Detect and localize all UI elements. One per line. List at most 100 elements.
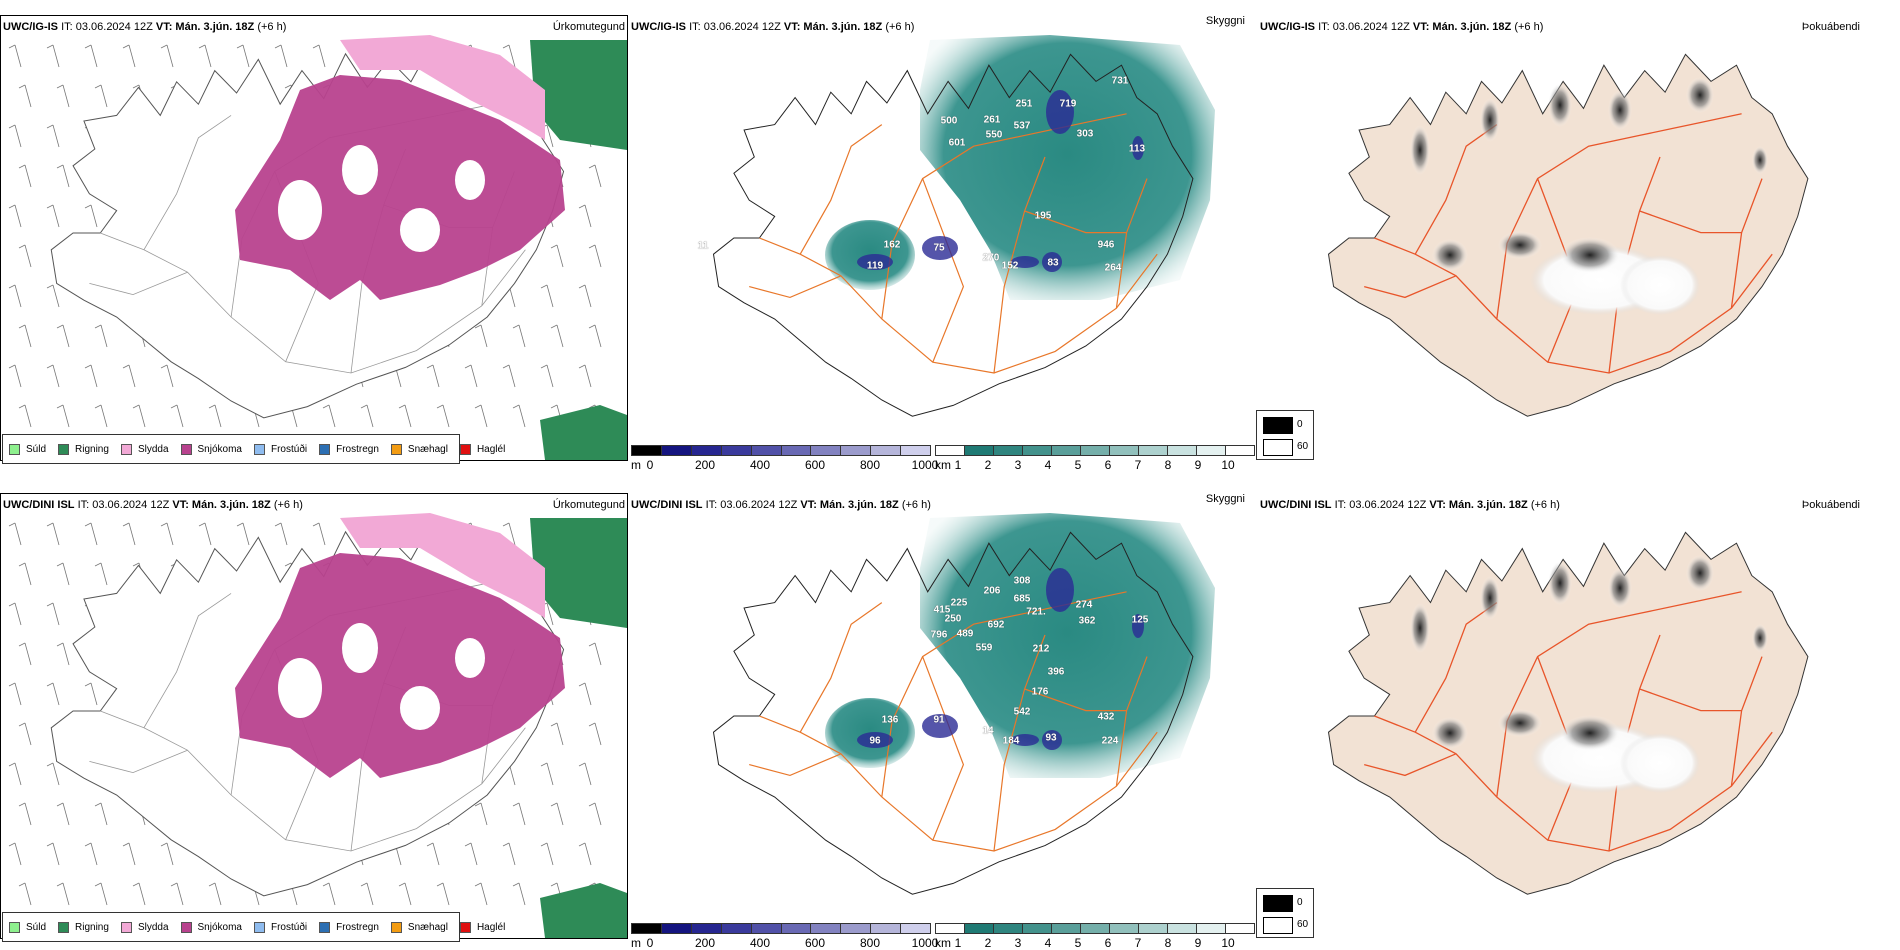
wind-barb [8,204,22,228]
km-tick: 4 [1044,458,1052,472]
height-tick: 800 [859,458,881,472]
legend-label: Snæhagl [407,921,448,933]
colorbar-segment [901,446,931,455]
init-time: IT: 03.06.2024 12Z [77,499,170,511]
fog-legend-label: 60 [1297,919,1309,930]
wind-barb [398,882,412,906]
colorbar-segment [1168,446,1197,455]
wind-barb [18,722,32,746]
wind-barb [436,882,450,906]
wind-barb [56,562,70,586]
wind-barb [588,642,602,666]
visibility-value-label: 550 [985,129,1003,141]
fog-index-area [1560,237,1620,273]
visibility-value-label: 250 [944,613,962,625]
no-precip-gap [342,623,378,673]
legend-item: Súld [9,921,47,933]
road-line [144,115,231,249]
no-precip-gap [342,145,378,195]
lead-time: (+6 h) [1530,499,1560,511]
wind-barb [46,842,60,866]
wind-barb [18,164,32,188]
wind-barb [160,842,174,866]
legend-label: Súld [26,921,47,933]
cloud-base-area [1132,136,1144,160]
colorbar-segment [1110,446,1139,455]
colorbar-segment [841,924,872,933]
legend-swatch [58,921,70,933]
height-unit: m [631,936,641,950]
sleet-area [340,513,545,618]
visibility-value-label: 261 [983,114,1001,126]
wind-barb [84,522,98,546]
visibility-value-label: 500 [940,115,958,127]
legend-swatch [180,921,192,933]
colorbar-segment [632,446,662,455]
fog-index-area [1686,555,1714,591]
legend-item: Frostregn [319,443,379,455]
road-line [89,750,187,772]
valid-time: VT: Mán. 3.jún. 18Z [800,499,899,511]
visibility-value-label: 542 [1013,706,1031,718]
legend-swatch [120,443,132,455]
legend-item: Frostregn [319,921,379,933]
model-name: UWC/DINI ISL [1260,499,1332,511]
height-tick: 1000 [911,936,939,950]
wind-barb [18,324,32,348]
fog-index-area [1410,125,1430,175]
km-tick: 1 [954,458,962,472]
legend-swatch [58,443,70,455]
wind-barb [18,642,32,666]
wind-barb [56,164,70,188]
wind-barb [502,364,516,388]
colorbar-segment [661,924,692,933]
road-line [994,157,1045,373]
wind-barb [8,364,22,388]
coastline [714,54,1193,416]
road-line [749,276,841,298]
legend-label: Rigning [75,443,109,455]
wind-barb [94,324,108,348]
visibility-value-label: 692 [987,619,1005,631]
visibility-value-label: 396 [1047,666,1065,678]
fog-swatch [1263,917,1293,934]
km-unit: km [935,936,951,950]
fog-index-area [1752,624,1768,652]
cloud-base-area [922,236,958,260]
km-tick: 6 [1104,936,1112,950]
coastline [1329,54,1808,416]
wind-barb [208,404,222,428]
colorbar-segment [1023,446,1052,455]
wind-barb [84,682,98,706]
wind-barb [474,882,488,906]
colorbar-segment [1226,446,1254,455]
no-precip-gap [400,686,440,730]
wind-barb [18,882,32,906]
wind-barb [8,842,22,866]
road-line [1640,689,1742,711]
wind-barb [274,44,288,68]
km-tick: 3 [1014,458,1022,472]
wind-barb [550,324,564,348]
road-line [89,272,187,294]
coastline [714,532,1193,894]
wind-barb [426,842,440,866]
wind-barb [540,284,554,308]
visibility-value-label: 113 [1128,143,1146,155]
fog-legend: 0 60 [1256,888,1314,938]
fog-index-area [1548,561,1572,605]
map-header: UWC/DINI ISL IT: 03.06.2024 12Z VT: Mán.… [3,499,303,511]
model-name: UWC/IG-IS [631,21,686,33]
wind-barb [84,364,98,388]
wind-barb [122,364,136,388]
wind-barb [46,44,60,68]
road-line [923,179,964,363]
visibility-value-label: 432 [1097,711,1115,723]
map-header: UWC/IG-IS IT: 03.06.2024 12Z VT: Mán. 3.… [3,21,286,33]
sleet-area [340,35,545,140]
init-time: IT: 03.06.2024 12Z [61,21,153,33]
wind-barb [46,682,60,706]
wind-barb [56,84,70,108]
wind-barb [160,44,174,68]
wind-barb [464,364,478,388]
